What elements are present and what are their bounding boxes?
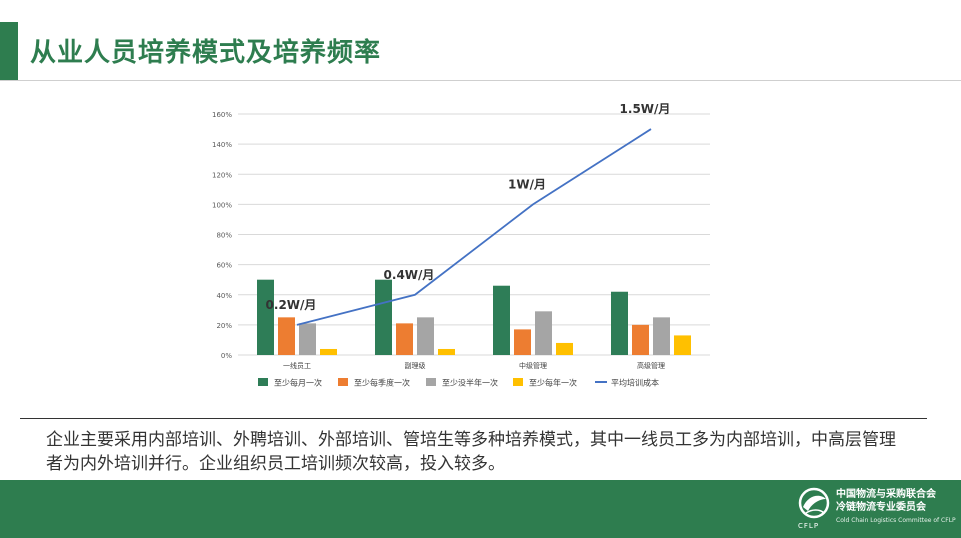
bar-3-3 bbox=[535, 311, 552, 355]
x-tick-label: 高级管理 bbox=[637, 361, 665, 370]
bar-2-1 bbox=[278, 317, 295, 355]
cost-annotations: 0.2W/月 0.4W/月 1W/月 1.5W/月 bbox=[266, 102, 671, 312]
legend-label: 至少每月一次 bbox=[274, 378, 322, 388]
bar-3-2 bbox=[417, 317, 434, 355]
cost-annotation: 0.4W/月 bbox=[384, 268, 435, 282]
org-name-line1: 中国物流与采购联合会 bbox=[836, 489, 936, 500]
bar-4-3 bbox=[556, 342, 573, 355]
bar-3-4 bbox=[653, 317, 670, 355]
y-axis: 0% 20% 40% 60% 80% 100% 120% 140% 160% bbox=[212, 111, 232, 360]
chart-gridlines bbox=[238, 113, 710, 356]
y-tick-label: 100% bbox=[212, 201, 232, 209]
cost-annotation: 0.2W/月 bbox=[266, 298, 317, 312]
bar-1-4 bbox=[611, 291, 628, 355]
legend-swatch bbox=[258, 378, 268, 386]
legend-label: 平均培训成本 bbox=[611, 378, 659, 388]
bar-2-4 bbox=[632, 324, 649, 355]
content-divider bbox=[20, 418, 927, 419]
bar-1-2 bbox=[375, 279, 392, 355]
bar-1-1 bbox=[257, 279, 274, 355]
y-tick-label: 120% bbox=[212, 171, 232, 179]
legend-label: 至少没半年一次 bbox=[442, 378, 498, 388]
title-accent-bar bbox=[0, 22, 18, 80]
chart-bars bbox=[257, 279, 691, 355]
x-tick-label: 一线员工 bbox=[283, 361, 311, 370]
header-divider bbox=[0, 80, 961, 81]
legend-swatch bbox=[513, 378, 523, 386]
bar-4-2 bbox=[438, 348, 455, 355]
cost-annotation: 1.5W/月 bbox=[620, 102, 671, 116]
y-tick-label: 160% bbox=[212, 111, 232, 119]
x-axis: 一线员工 副理级 中级管理 高级管理 bbox=[283, 361, 665, 370]
bar-1-3 bbox=[493, 285, 510, 355]
chart-legend: 至少每月一次 至少每季度一次 至少没半年一次 至少每年一次 平均培训成本 bbox=[258, 378, 659, 388]
cost-annotation: 1W/月 bbox=[508, 177, 546, 191]
x-tick-label: 副理级 bbox=[405, 361, 426, 370]
y-tick-label: 140% bbox=[212, 141, 232, 149]
x-tick-label: 中级管理 bbox=[519, 361, 547, 370]
cost-line-series bbox=[296, 128, 652, 326]
bar-3-1 bbox=[299, 323, 316, 355]
bar-2-2 bbox=[396, 323, 413, 355]
legend-swatch bbox=[338, 378, 348, 386]
y-tick-label: 80% bbox=[216, 232, 232, 240]
legend-label: 至少每季度一次 bbox=[354, 378, 410, 388]
y-tick-label: 0% bbox=[221, 352, 232, 360]
org-abbreviation: CFLP bbox=[798, 522, 820, 530]
globe-leaf-logo-icon bbox=[798, 487, 830, 519]
y-tick-label: 20% bbox=[216, 322, 232, 330]
page-title: 从业人员培养模式及培养频率 bbox=[30, 38, 382, 68]
bar-4-1 bbox=[320, 348, 337, 355]
legend-label: 至少每年一次 bbox=[529, 378, 577, 388]
org-name-line2: 冷链物流专业委员会 bbox=[836, 502, 926, 513]
bar-4-4 bbox=[674, 335, 691, 355]
description-text: 企业主要采用内部培训、外聘培训、外部培训、管培生等多种培养模式，其中一线员工多为… bbox=[46, 430, 896, 474]
y-tick-label: 40% bbox=[216, 292, 232, 300]
org-english-name: Cold Chain Logistics Committee of CFLP bbox=[836, 517, 956, 524]
legend-swatch bbox=[426, 378, 436, 386]
cost-line bbox=[296, 128, 652, 326]
training-chart: 0% 20% 40% 60% 80% 100% 120% 140% 160% 一线员工 副理级 中级… bbox=[212, 102, 710, 388]
y-tick-label: 60% bbox=[216, 262, 232, 270]
bar-2-3 bbox=[514, 329, 531, 355]
